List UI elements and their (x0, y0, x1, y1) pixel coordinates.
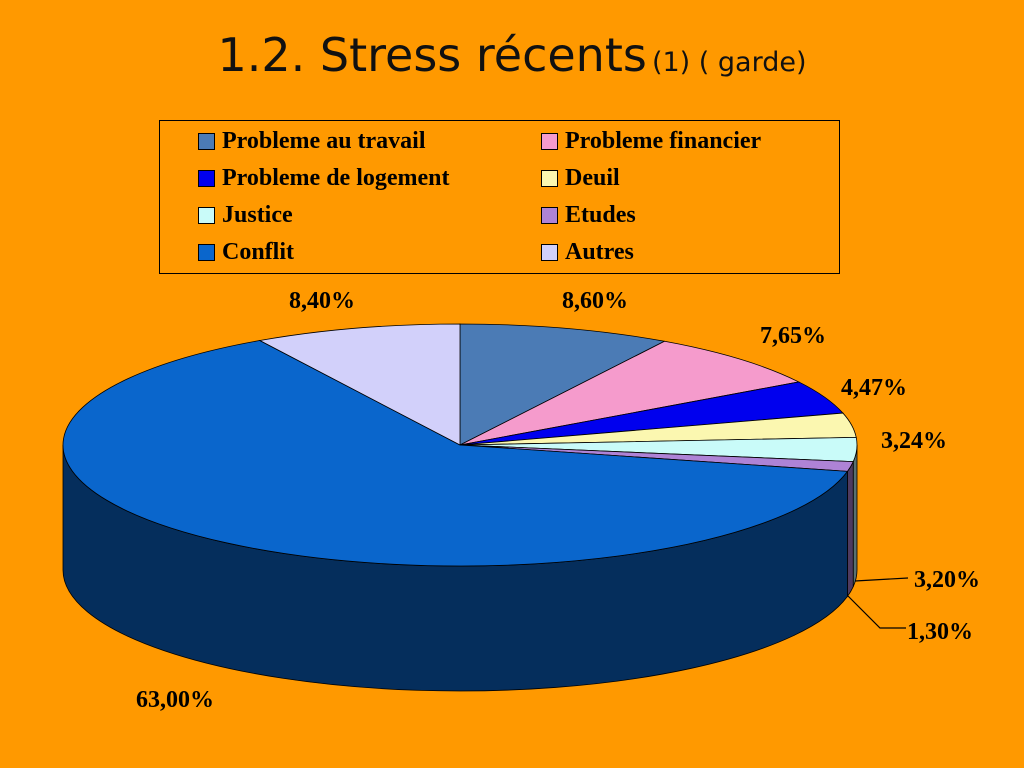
pie-slice (459, 340, 801, 446)
legend-swatch (198, 206, 215, 224)
legend-item: Probleme de logement (198, 163, 450, 193)
data-label: 8,60% (562, 288, 628, 314)
legend-swatch (541, 169, 558, 187)
pie-slice-side (847, 461, 854, 598)
legend-item: Conflit (198, 237, 294, 267)
pie-slice (62, 340, 849, 567)
slide-title-main: 1.2. Stress récents (217, 28, 647, 82)
data-label: 4,47% (841, 375, 907, 401)
legend-item: Probleme financier (541, 126, 761, 156)
pie-slice (459, 323, 666, 446)
legend-label: Probleme au travail (222, 127, 426, 154)
legend-swatch (541, 206, 558, 224)
legend-item: Deuil (541, 163, 620, 193)
legend-swatch (198, 169, 215, 187)
data-label: 3,20% (914, 567, 980, 593)
leader-line (847, 595, 906, 629)
legend-label: Autres (565, 238, 634, 265)
slide-title-sub: (1) ( garde) (651, 47, 807, 78)
legend-swatch (198, 243, 215, 261)
legend-swatch (541, 243, 558, 261)
legend-item: Etudes (541, 200, 636, 230)
legend-label: Deuil (565, 164, 620, 191)
pie-slice-side (852, 444, 858, 587)
slide-title: 1.2. Stress récents (1) ( garde) (0, 28, 1024, 82)
pie-slice (258, 323, 461, 446)
legend-label: Probleme de logement (222, 164, 450, 191)
leader-line (854, 577, 909, 582)
legend-swatch (541, 132, 558, 150)
data-label: 8,40% (289, 288, 355, 314)
legend-item: Justice (198, 200, 293, 230)
legend-swatch (198, 132, 215, 150)
legend-label: Probleme financier (565, 127, 762, 154)
data-label: 7,65% (760, 323, 826, 349)
legend-label: Conflit (222, 238, 294, 265)
data-label: 3,24% (881, 428, 947, 454)
chart-legend: Probleme au travail Probleme financier Pro… (159, 120, 840, 274)
legend-label: Etudes (565, 201, 636, 228)
data-label: 1,30% (907, 619, 973, 645)
data-label: 63,00% (136, 687, 214, 713)
legend-item: Autres (541, 237, 634, 267)
legend-item: Probleme au travail (198, 126, 426, 156)
legend-label: Justice (222, 201, 293, 228)
